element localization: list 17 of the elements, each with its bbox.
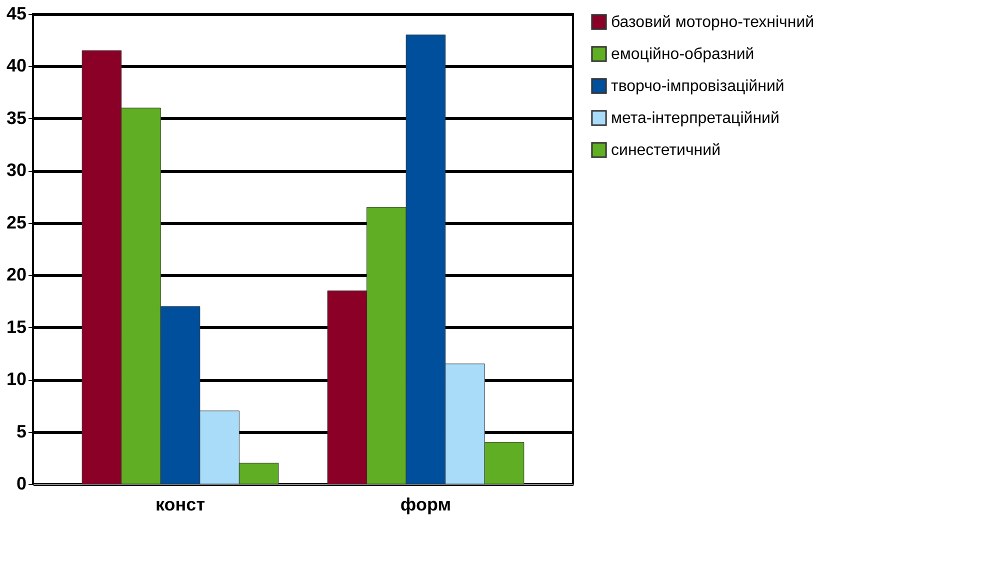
legend-label: творчо-імпровізаційний <box>611 78 784 95</box>
y-tick-label: 20 <box>6 264 26 285</box>
y-tick-label: 30 <box>6 160 26 180</box>
x-tick-label: форм <box>400 494 452 514</box>
y-tick-label: 15 <box>6 316 26 337</box>
y-tick-label: 10 <box>6 369 26 390</box>
legend-label: синестетичний <box>611 142 720 159</box>
x-tick-label: конст <box>156 494 206 514</box>
legend-label: мета-інтерпретаційний <box>611 110 780 127</box>
y-tick-label: 0 <box>16 474 26 494</box>
y-tick-label: 35 <box>6 108 26 128</box>
legend-label: емоційно-образний <box>611 46 754 63</box>
y-tick-label: 45 <box>6 4 26 24</box>
y-tick-label: 25 <box>6 212 26 232</box>
legend-label: базовий моторно-технічний <box>611 14 814 31</box>
y-tick-label: 40 <box>6 56 26 76</box>
y-tick-label: 5 <box>16 421 26 442</box>
